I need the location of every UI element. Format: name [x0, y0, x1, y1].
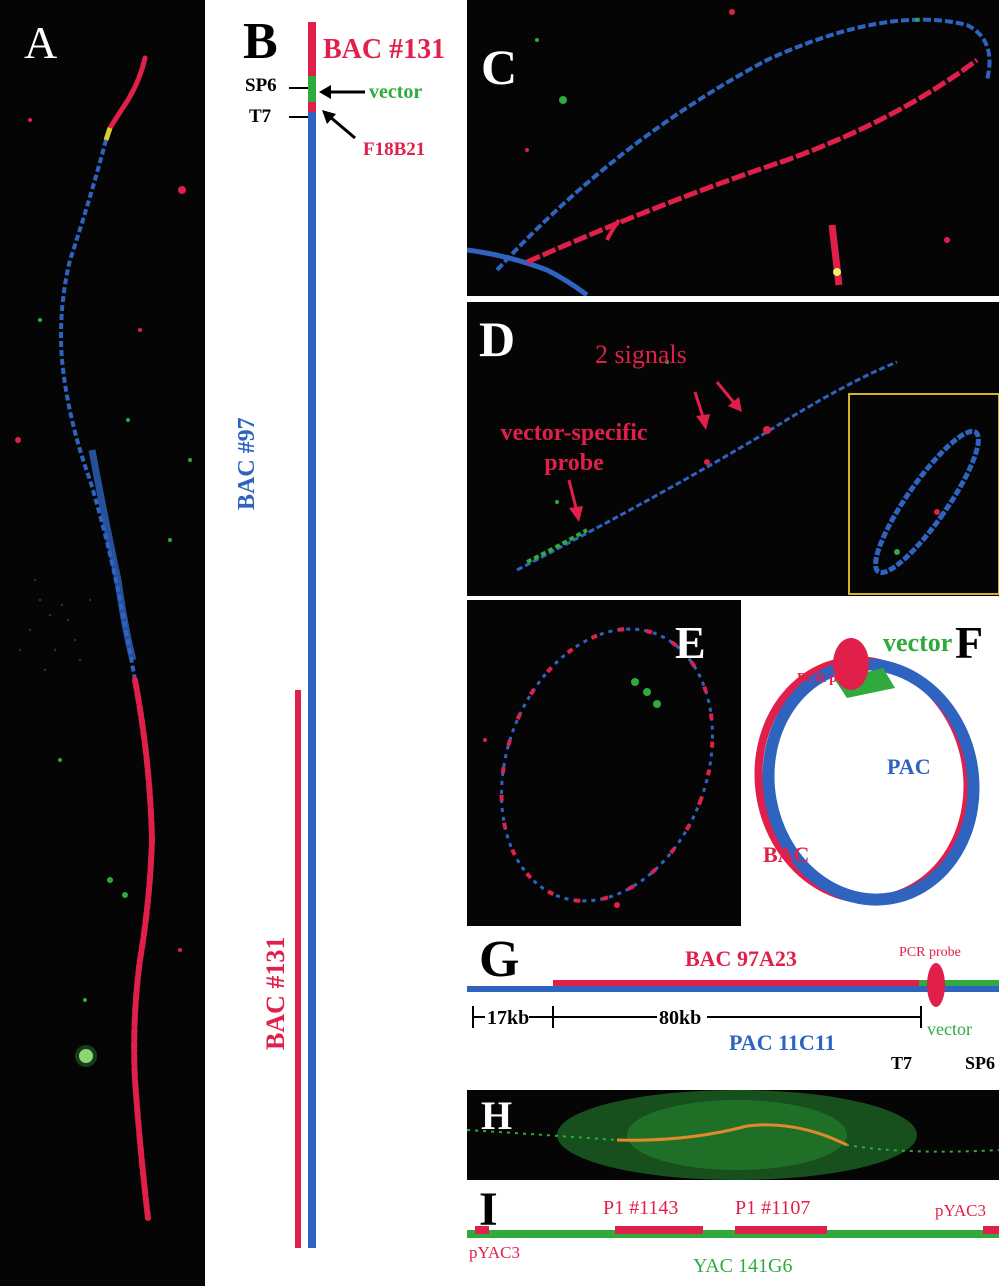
sp6-label: SP6 [245, 75, 277, 96]
yac-141g6-label: YAC 141G6 [693, 1255, 793, 1277]
panel-d-fiber-image [516, 360, 999, 595]
panel-g-label: G [479, 931, 520, 988]
panel-f-vector-label: vector [883, 628, 953, 657]
panel-c-label: C [481, 39, 518, 95]
kb17-label: 17kb [487, 1007, 530, 1029]
kb80-label: 80kb [659, 1007, 702, 1029]
pac-11c11-label: PAC 11C11 [729, 1030, 836, 1055]
panel-h-label: H [481, 1093, 513, 1138]
vector-label: vector [369, 81, 423, 103]
panel-h-fiber-image [467, 1090, 999, 1180]
panel-f: vector F PCR probe PAC BAC [743, 600, 999, 926]
panel-a-fiber-image [15, 55, 192, 1221]
panel-c: C [467, 0, 999, 296]
bac-97a23-label: BAC 97A23 [685, 946, 797, 971]
panel-f-diagram [754, 638, 980, 906]
panel-i: I P1 #1143 P1 #1107 pYAC3 pYAC3 YAC 141G… [467, 1184, 999, 1286]
panel-f-label: F [955, 617, 984, 668]
panel-a-label: A [24, 17, 58, 68]
panel-e-label: E [675, 617, 706, 668]
pyac3-left-label: pYAC3 [469, 1243, 521, 1262]
p1-1143-label: P1 #1143 [603, 1197, 679, 1219]
bac97-label: BAC #97 [234, 417, 260, 510]
panel-g: G BAC 97A23 PCR probe 17kb 80kb vector P… [467, 928, 999, 1088]
panel-d-label: D [479, 311, 516, 367]
panel-e-fiber-image [483, 627, 715, 908]
f18b21-label: F18B21 [363, 139, 426, 160]
panel-b: B BAC #131 SP6 vector T7 F18B21 BAC #97 … [205, 0, 465, 1286]
panel-a: A [0, 0, 205, 1286]
panel-f-pcr-probe-label: PCR probe [797, 671, 865, 686]
p1-1107-label: P1 #1107 [735, 1197, 811, 1219]
panel-h: H [467, 1090, 999, 1180]
panel-f-bac-label: BAC [763, 842, 810, 867]
bac131-bottom-label: BAC #131 [261, 936, 290, 1050]
panel-g-pcr-probe-label: PCR probe [899, 945, 961, 960]
panel-f-pac-label: PAC [887, 754, 931, 779]
panel-g-map [467, 963, 999, 1028]
t7-label: T7 [249, 106, 272, 127]
panel-g-t7-label: T7 [891, 1053, 913, 1073]
panel-e: E [467, 600, 741, 926]
panel-i-label: I [479, 1184, 498, 1236]
panel-i-map [467, 1226, 999, 1238]
pyac3-right-label: pYAC3 [935, 1201, 987, 1220]
panel-g-vector-label: vector [927, 1019, 972, 1039]
panel-b-map [289, 22, 365, 1248]
panel-c-fiber-image [467, 9, 992, 296]
vector-probe-label: vector-specific probe [500, 420, 648, 476]
two-signals-label: 2 signals [595, 340, 687, 369]
panel-d: D 2 signals vector-specific probe [467, 302, 999, 596]
bac131-top-label: BAC #131 [323, 34, 446, 65]
panel-b-label: B [243, 13, 278, 70]
panel-g-sp6-label: SP6 [965, 1053, 996, 1073]
